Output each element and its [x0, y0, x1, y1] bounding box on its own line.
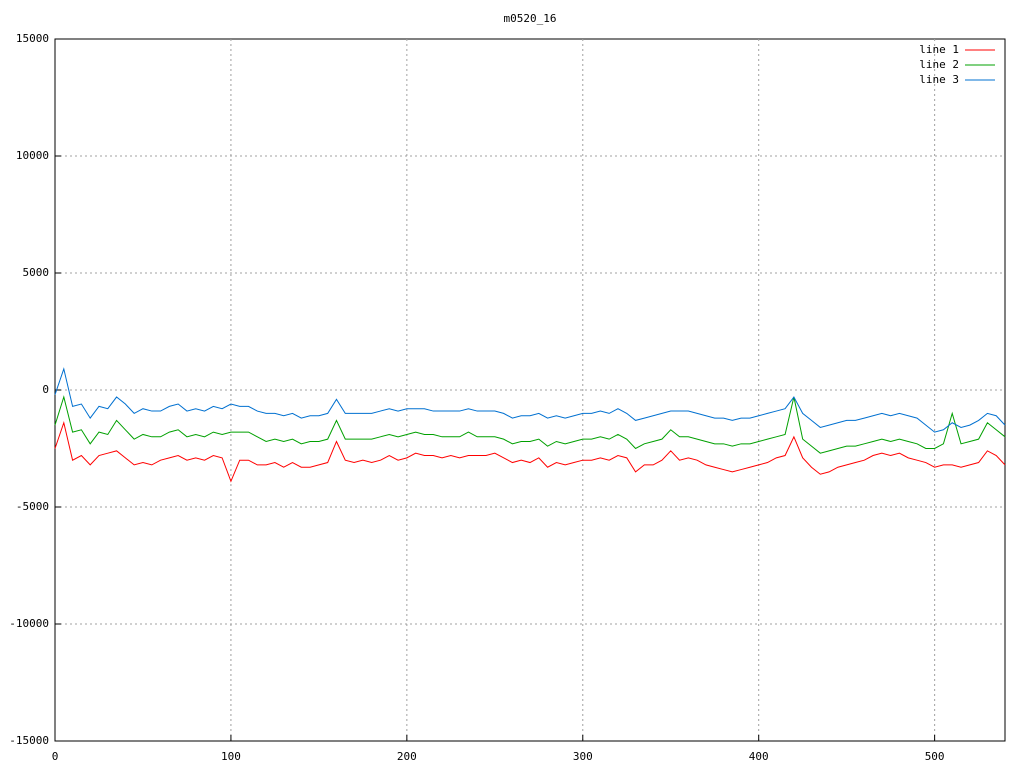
y-tick-label: -15000: [9, 734, 49, 747]
series-line: [54, 420, 1006, 483]
series-line: [54, 395, 1006, 454]
y-tick-label: 10000: [16, 149, 49, 162]
x-tick-label: 500: [925, 750, 945, 763]
y-tick-label: -5000: [16, 500, 49, 513]
legend-label: line 3: [919, 73, 959, 86]
x-tick-label: 300: [573, 750, 593, 763]
x-tick-label: 400: [749, 750, 769, 763]
y-tick-label: 0: [42, 383, 49, 396]
legend-label: line 1: [919, 43, 959, 56]
x-tick-label: 0: [52, 750, 59, 763]
series-line: [54, 367, 1006, 433]
x-tick-label: 100: [221, 750, 241, 763]
y-tick-label: 5000: [23, 266, 50, 279]
legend-label: line 2: [919, 58, 959, 71]
y-tick-label: -10000: [9, 617, 49, 630]
chart-title: m0520_16: [504, 12, 557, 25]
x-tick-label: 200: [397, 750, 417, 763]
y-tick-label: 15000: [16, 32, 49, 45]
